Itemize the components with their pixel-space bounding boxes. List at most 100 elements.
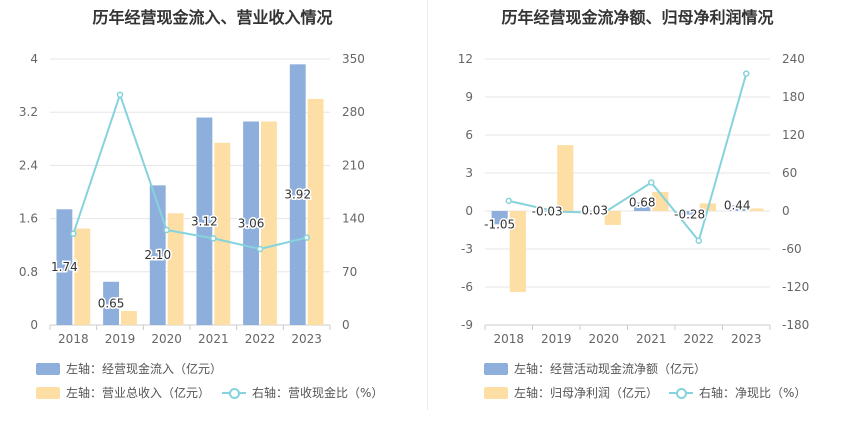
y-tick-left: 12 — [458, 52, 473, 66]
x-tick-label: 2022 — [245, 332, 276, 346]
legend-label: 左轴：经营活动现金流净额（亿元） — [514, 362, 707, 376]
y-tick-left: 0 — [30, 318, 38, 332]
line-point — [648, 179, 655, 186]
x-tick-label: 2020 — [588, 332, 619, 346]
x-tick-label: 2020 — [151, 332, 182, 346]
x-tick-label: 2018 — [58, 332, 89, 346]
y-tick-right: 180 — [782, 90, 805, 104]
legend-swatch-blue — [484, 362, 508, 375]
legend-line-icon — [669, 387, 693, 399]
bar-series-1 — [56, 209, 73, 325]
legend-label: 左轴：营业总收入（亿元） — [66, 386, 211, 400]
y-tick-left: -6 — [461, 280, 473, 294]
bar-series-1 — [243, 121, 259, 325]
bar-series-1 — [681, 211, 698, 215]
line-point — [70, 230, 77, 238]
y-tick-right: 0 — [342, 318, 350, 332]
y-tick-right: 70 — [342, 265, 357, 279]
y-tick-left: 6 — [465, 128, 473, 142]
bar-series-1 — [103, 281, 119, 325]
bar-series-1 — [729, 205, 746, 211]
bar-series-1 — [586, 210, 603, 212]
bar-series-2 — [214, 142, 231, 325]
legend-item-series-2[interactable]: 左轴：归母净利润（亿元） — [484, 384, 658, 401]
y-tick-right: 60 — [782, 166, 797, 180]
bar-data-label: 0.65 — [98, 296, 125, 310]
line-point — [600, 209, 607, 217]
bar-series-1 — [149, 185, 166, 325]
x-tick-label: 2019 — [541, 332, 572, 346]
bar-data-label: 1.74 — [51, 260, 78, 274]
bar-data-label: 3.12 — [191, 214, 218, 228]
bar-data-label: -0.03 — [532, 204, 563, 218]
bar-series-2 — [74, 228, 91, 325]
y-tick-right: 280 — [342, 105, 365, 119]
y-tick-right: 0 — [782, 204, 790, 218]
bar-series-2 — [747, 208, 764, 211]
chart-title: 历年经营现金流入、营业收入情况 — [92, 8, 333, 27]
line-point — [210, 235, 217, 242]
y-tick-left: 1.6 — [19, 212, 38, 226]
bar-series-2 — [557, 145, 574, 211]
y-tick-right: 210 — [342, 158, 365, 172]
bar-series-2 — [167, 213, 184, 325]
y-tick-left: 9 — [465, 90, 473, 104]
y-tick-right: 350 — [342, 52, 365, 66]
legend-label: 右轴：净现比（%） — [699, 386, 807, 400]
bar-data-label: 3.92 — [284, 188, 311, 202]
x-tick-label: 2022 — [683, 332, 714, 346]
y-tick-left: 2.4 — [19, 158, 38, 172]
legend-swatch-orange — [484, 386, 508, 399]
bar-data-label: 0.03 — [581, 204, 608, 218]
chart-svg-left: 0 0.8 1.6 2.4 3.2 4 0 70 140 210 280 350 2018 2019 202… — [19, 52, 365, 346]
bar-series-1 — [634, 202, 651, 211]
x-tick-label: 2023 — [291, 332, 322, 346]
line-point — [303, 234, 310, 241]
bar-series-2 — [604, 211, 621, 225]
bar-data-label: 0.44 — [724, 198, 751, 212]
x-tick-label: 2021 — [636, 332, 667, 346]
y-tick-right: 120 — [782, 128, 805, 142]
legend-item-series-3[interactable]: 右轴：营收现金比（%） — [222, 384, 383, 401]
x-tick-label: 2018 — [493, 332, 524, 346]
y-tick-right: -60 — [782, 242, 802, 256]
chart-svg-right: -9 -6 -3 0 3 6 9 12 -180 -120 -60 0 60 120 180 240 2018 2… — [458, 52, 810, 346]
line-point — [163, 226, 170, 234]
y-tick-left: -9 — [461, 318, 473, 332]
line-point — [695, 237, 702, 245]
bar-series-1 — [289, 64, 306, 325]
line-series — [72, 91, 307, 251]
panel-divider — [427, 0, 428, 410]
line-point — [743, 70, 750, 77]
y-tick-left: 0.8 — [19, 265, 38, 279]
legend-item-series-3[interactable]: 右轴：净现比（%） — [669, 384, 806, 401]
legend-item-series-1[interactable]: 左轴：经营活动现金流净额（亿元） — [484, 360, 706, 377]
bar-series-2 — [652, 192, 669, 211]
y-tick-left: 3 — [465, 166, 473, 180]
legend-line-icon — [222, 387, 246, 399]
y-tick-right: -180 — [782, 318, 809, 332]
bar-data-label: -1.05 — [484, 217, 515, 231]
bar-series-2 — [261, 121, 277, 325]
line-point — [505, 197, 512, 205]
chart-title: 历年经营现金流净额、归母净利润情况 — [501, 8, 774, 27]
chart-panel-netcash-profit: 历年经营现金流净额、归母净利润情况 -9 -6 -3 0 3 6 9 12 -180 -120 -6… — [425, 0, 850, 438]
legend-label: 左轴：经营现金流入（亿元） — [66, 362, 223, 376]
bar-series-1 — [539, 211, 556, 212]
legend-item-series-1[interactable]: 左轴：经营现金流入（亿元） — [36, 360, 222, 377]
chart-panel-cashflow-revenue: 历年经营现金流入、营业收入情况 0 0.8 1.6 2.4 3.2 4 0 70 140 210 2… — [19, 8, 384, 401]
bar-series-1 — [196, 117, 213, 326]
y-tick-right: 140 — [342, 212, 365, 226]
legend-item-series-2[interactable]: 左轴：营业总收入（亿元） — [36, 384, 210, 401]
legend-swatch-orange — [36, 386, 60, 399]
bar-series-2 — [121, 311, 137, 325]
y-tick-left: 4 — [30, 52, 38, 66]
y-tick-left: 0 — [465, 204, 473, 218]
bar-series-1 — [491, 211, 508, 225]
y-tick-left: 3.2 — [19, 105, 38, 119]
bar-data-label: 0.68 — [629, 195, 656, 209]
bar-data-label: 2.10 — [144, 248, 171, 262]
y-tick-left: -3 — [461, 242, 473, 256]
bar-series-2 — [307, 98, 324, 326]
y-tick-right: 240 — [782, 52, 805, 66]
